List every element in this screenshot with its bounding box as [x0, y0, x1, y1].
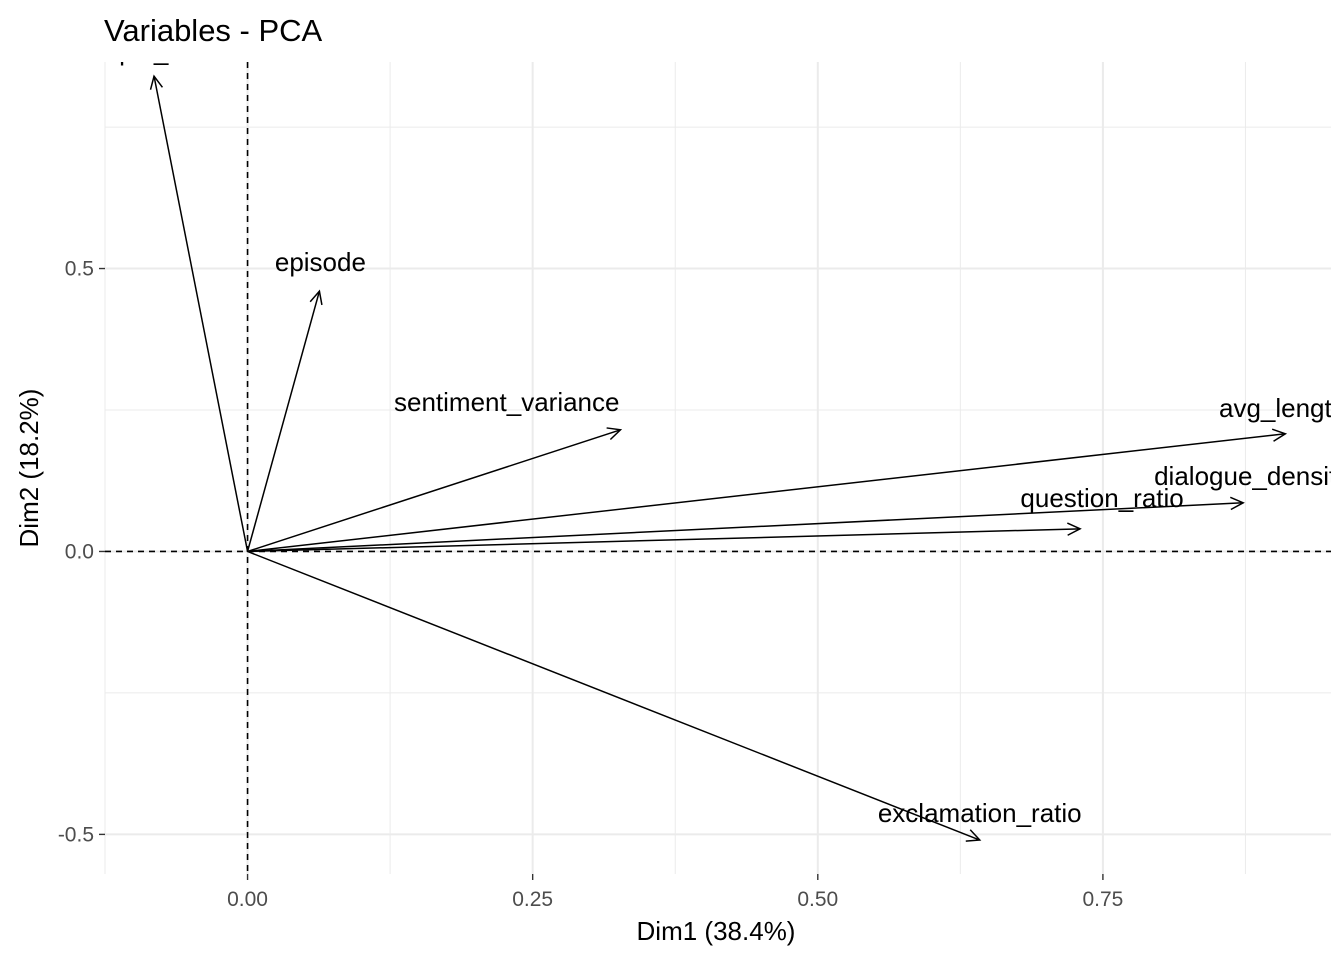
arrow-head — [1271, 428, 1288, 442]
y-tick-label: -0.5 — [58, 823, 94, 846]
label-question_ratio: question_ratio — [1020, 483, 1183, 513]
arrow-shaft — [153, 76, 249, 552]
arrow-head — [965, 829, 982, 842]
arrow-head — [1067, 522, 1082, 536]
y-axis-title: Dim2 (18.2%) — [14, 389, 44, 548]
x-tick-label: 0.00 — [227, 888, 268, 911]
arrow-head — [309, 289, 323, 306]
arrow-que_words — [149, 74, 249, 552]
arrow-shaft — [247, 528, 1081, 553]
x-axis-title: Dim1 (38.4%) — [637, 916, 796, 946]
label-que_words: que_words — [110, 36, 237, 66]
arrow-shaft — [247, 429, 621, 553]
arrow-exclamation_ratio — [247, 550, 982, 842]
arrow-shaft — [246, 290, 321, 552]
y-tick-label: 0.0 — [65, 540, 94, 563]
arrow-question_ratio — [247, 522, 1082, 553]
x-tick-label: 0.25 — [512, 888, 553, 911]
label-avg_length: avg_lengt — [1219, 393, 1333, 423]
chart-title: Variables - PCA — [104, 13, 323, 48]
arrow-sentiment_variance — [247, 427, 623, 553]
x-tick-label: 0.75 — [1082, 888, 1123, 911]
label-exclamation_ratio: exclamation_ratio — [878, 798, 1082, 828]
variable-arrows — [149, 74, 1288, 842]
arrow-head — [149, 74, 164, 90]
y-tick-label: 0.5 — [65, 258, 94, 281]
label-sentiment_variance: sentiment_variance — [394, 387, 619, 417]
arrow-head — [606, 427, 623, 441]
arrow-shaft — [247, 433, 1286, 553]
arrow-dialogue_density — [247, 496, 1245, 553]
arrow-shaft — [247, 550, 981, 841]
label-episode: episode — [275, 247, 366, 277]
label-dialogue_density: dialogue_densit — [1154, 461, 1337, 491]
arrow-shaft — [247, 502, 1244, 553]
x-tick-label: 0.50 — [797, 888, 838, 911]
arrow-episode — [246, 289, 323, 552]
axis-ticks: 0.00 0.25 0.50 0.75 -0.5 0.0 0.5 — [58, 258, 1124, 911]
grid-lines — [104, 62, 1331, 874]
reference-lines — [105, 62, 1331, 874]
arrow-avg_length — [247, 428, 1288, 553]
arrow-head — [1229, 496, 1245, 511]
